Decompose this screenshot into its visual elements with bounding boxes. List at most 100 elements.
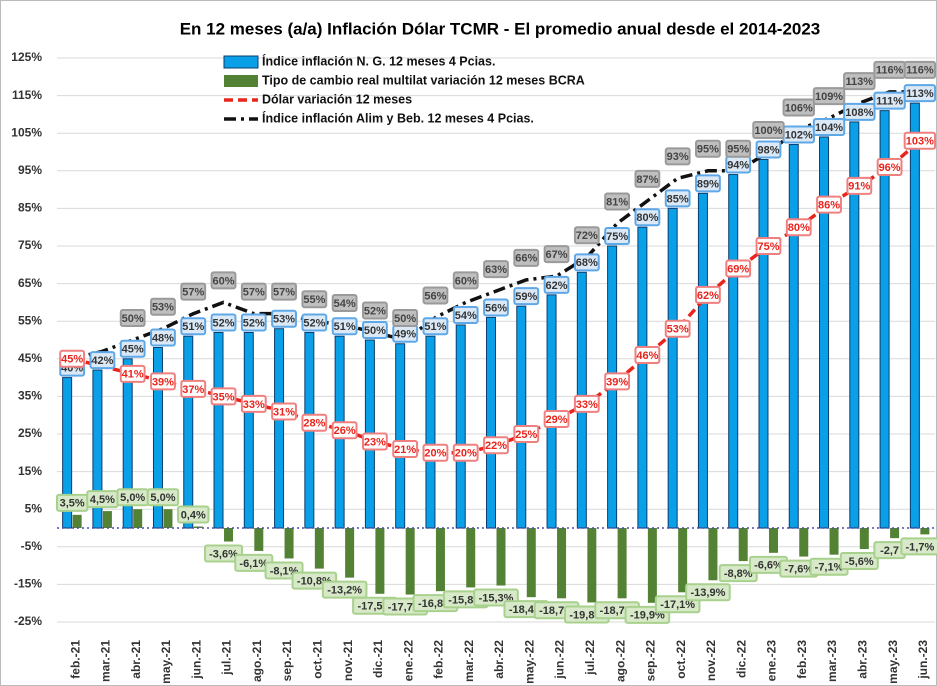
value-label: 50% — [394, 313, 416, 325]
value-label-box — [361, 321, 388, 339]
bar — [678, 528, 688, 593]
y-tick-label: 35% — [18, 389, 42, 403]
value-label-box — [685, 583, 731, 602]
x-tick-label: jun.-23 — [916, 640, 930, 680]
value-label: 93% — [667, 151, 689, 163]
bar — [345, 528, 355, 578]
x-tick-label: ago.-21 — [250, 640, 264, 682]
value-label-box — [301, 413, 328, 432]
value-label: -8,8% — [724, 568, 753, 580]
value-label-box — [876, 158, 903, 177]
value-label-box — [177, 505, 210, 524]
value-label: 28% — [303, 418, 325, 430]
value-label: 80% — [636, 212, 658, 224]
bar — [133, 509, 143, 528]
bar — [708, 528, 718, 581]
value-label: 57% — [182, 287, 204, 299]
value-label: 55% — [303, 294, 325, 306]
value-label: 96% — [879, 162, 901, 174]
value-label: -5,6% — [845, 556, 874, 568]
value-label: 95% — [697, 144, 719, 156]
x-tick-label: nov.-21 — [341, 640, 355, 681]
value-label-box — [422, 317, 449, 336]
y-tick-label: 65% — [18, 276, 42, 290]
value-label-box — [150, 328, 176, 347]
legend-swatch — [224, 75, 258, 87]
x-tick-label: may.-21 — [159, 640, 173, 684]
y-tick-label: 125% — [11, 50, 42, 64]
x-tick-label: feb.-21 — [68, 640, 82, 679]
value-label-box — [392, 440, 419, 459]
bar — [849, 121, 860, 529]
value-label-box — [573, 394, 600, 413]
value-label: 25% — [515, 429, 537, 441]
bar — [909, 102, 920, 529]
bar — [617, 528, 627, 599]
value-label: 81% — [606, 196, 628, 208]
value-label: 113% — [906, 88, 934, 100]
value-label-box — [903, 60, 937, 79]
bar — [667, 207, 678, 529]
value-label: 102% — [785, 129, 813, 141]
value-label-box — [664, 319, 691, 338]
value-label: 20% — [424, 448, 446, 460]
value-label-box — [634, 169, 661, 188]
x-tick-label: may.-23 — [886, 640, 900, 684]
value-label: 113% — [846, 76, 874, 88]
value-label-box — [180, 282, 207, 301]
bar — [768, 528, 778, 553]
bar — [193, 526, 203, 528]
x-tick-label: may.-22 — [522, 640, 536, 684]
y-tick-label: -15% — [14, 577, 42, 591]
x-tick-label: dic.-22 — [734, 640, 748, 678]
value-label: -8,1% — [270, 565, 299, 577]
bar — [163, 509, 173, 528]
bar — [405, 528, 415, 595]
value-label: 86% — [818, 200, 840, 212]
value-label-box — [392, 309, 419, 327]
value-label-box — [695, 174, 721, 193]
bar — [799, 528, 809, 557]
bar — [314, 528, 324, 569]
y-tick-label: 45% — [18, 351, 42, 365]
value-label-box — [573, 253, 600, 272]
bar — [819, 136, 830, 529]
value-label: 69% — [727, 263, 749, 275]
value-label: 54% — [334, 298, 356, 310]
value-label: -3,6% — [209, 548, 238, 560]
x-tick-label: mar.-21 — [99, 640, 113, 682]
chart-title: En 12 meses (a/a) Inflación Dólar TCMR -… — [180, 19, 821, 38]
value-label: -13,9% — [691, 587, 726, 599]
value-label: 35% — [213, 391, 235, 403]
bar — [738, 528, 748, 562]
x-tick-label: nov.-22 — [704, 640, 718, 681]
value-label: 20% — [455, 448, 477, 460]
value-label: 57% — [243, 287, 265, 299]
value-label: 56% — [485, 302, 507, 314]
value-label: 42% — [91, 355, 113, 367]
value-label: 50% — [122, 313, 144, 325]
value-label-box — [321, 580, 368, 599]
x-tick-label: ene.-22 — [401, 640, 415, 682]
value-label: 116% — [876, 65, 904, 77]
bar — [213, 331, 224, 529]
bar — [455, 324, 466, 529]
value-label: 60% — [213, 275, 235, 287]
value-label: -17,1% — [660, 599, 695, 611]
value-label-box — [204, 544, 244, 563]
value-label: 45% — [61, 354, 83, 366]
value-label-box — [755, 237, 782, 255]
value-label-box — [725, 139, 752, 158]
value-label: -2,7 — [880, 545, 899, 557]
bar — [243, 331, 254, 529]
value-label: 49% — [394, 329, 416, 341]
bar — [879, 110, 890, 529]
value-label-box — [752, 121, 785, 139]
value-label-box — [331, 421, 358, 440]
value-label: 53% — [152, 302, 174, 314]
bar — [557, 528, 567, 599]
value-label-box — [119, 364, 146, 383]
value-label: 87% — [636, 174, 658, 186]
value-label-box — [146, 488, 180, 507]
value-label: 91% — [848, 181, 870, 193]
